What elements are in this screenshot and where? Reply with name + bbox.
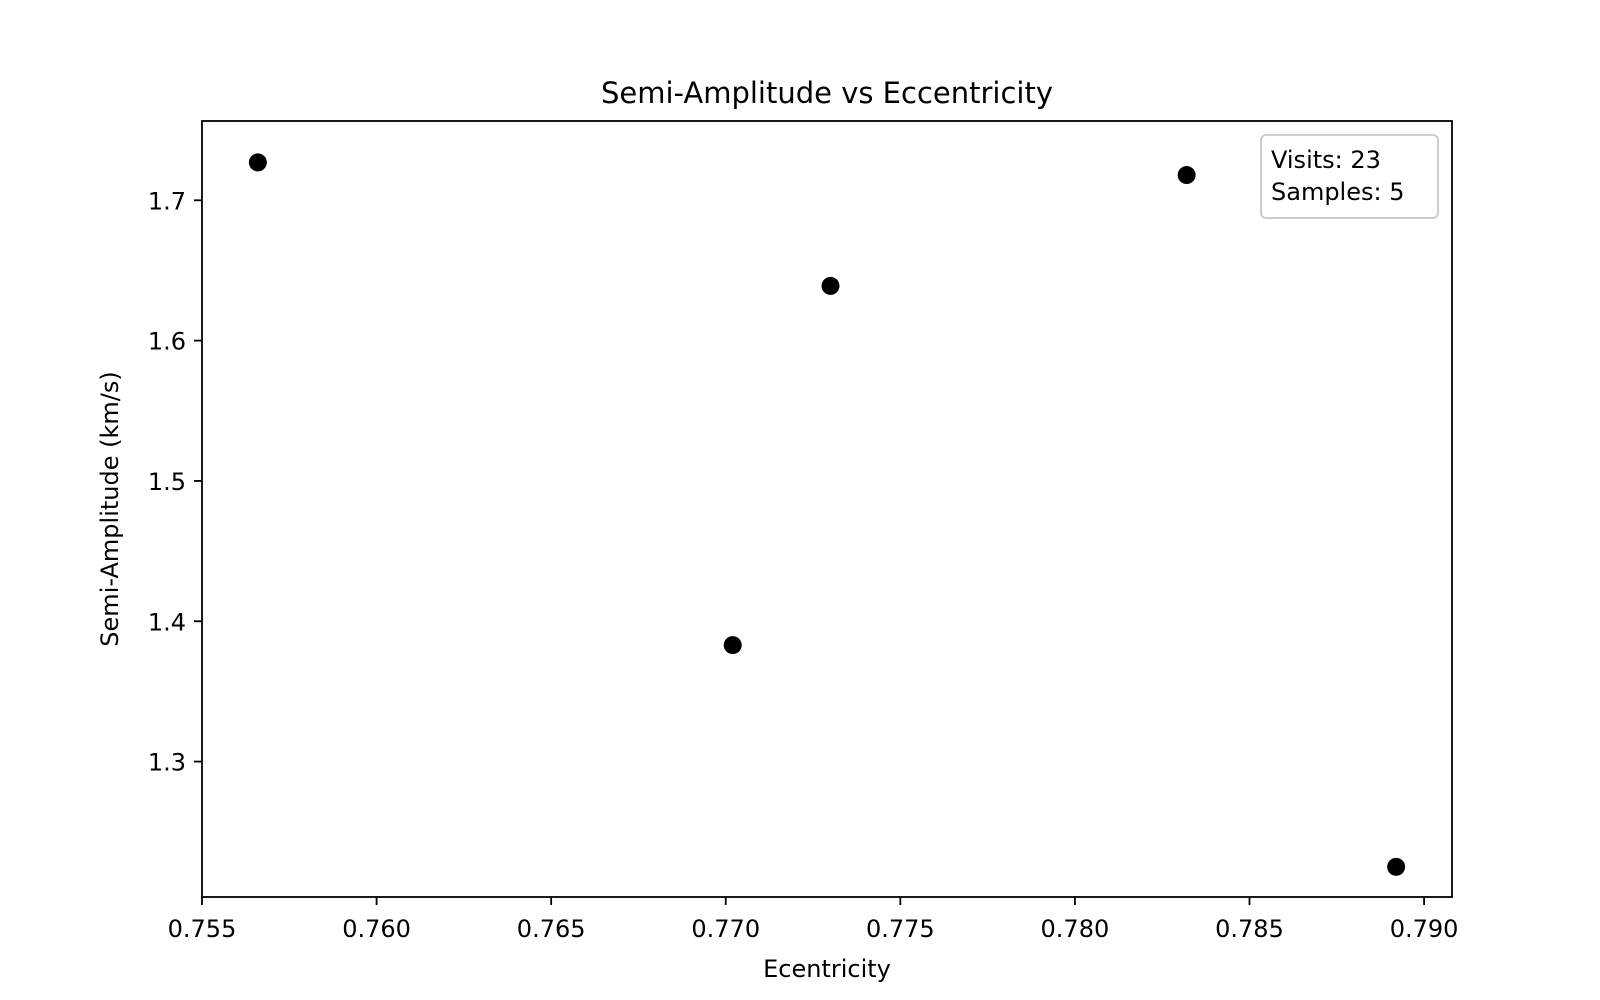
- data-point-1: [249, 153, 267, 171]
- data-point-5: [1387, 858, 1405, 876]
- data-points: [249, 153, 1405, 875]
- y-tick-label: 1.4: [148, 608, 186, 636]
- y-axis-ticks: 1.3 1.4 1.5 1.6 1.7: [148, 187, 202, 776]
- x-tick-label: 0.780: [1041, 915, 1110, 943]
- y-tick-label: 1.7: [148, 187, 186, 215]
- y-axis-label: Semi-Amplitude (km/s): [96, 371, 124, 646]
- x-axis-label: Ecentricity: [763, 955, 891, 983]
- x-tick-label: 0.760: [342, 915, 411, 943]
- y-tick-label: 1.3: [148, 749, 186, 777]
- annotation-visits: Visits: 23: [1271, 146, 1381, 174]
- x-tick-label: 0.785: [1215, 915, 1284, 943]
- x-tick-label: 0.775: [866, 915, 935, 943]
- data-point-4: [1178, 166, 1196, 184]
- chart-title: Semi-Amplitude vs Eccentricity: [601, 76, 1053, 110]
- y-tick-label: 1.5: [148, 468, 186, 496]
- x-tick-label: 0.770: [691, 915, 760, 943]
- x-tick-label: 0.765: [517, 915, 586, 943]
- x-tick-label: 0.755: [168, 915, 237, 943]
- data-point-3: [821, 277, 839, 295]
- annotation-samples: Samples: 5: [1271, 178, 1404, 206]
- x-tick-label: 0.790: [1390, 915, 1459, 943]
- x-axis-ticks: 0.755 0.760 0.765 0.770 0.775 0.780 0.785 0.790: [168, 897, 1459, 943]
- plot-frame: [202, 121, 1452, 897]
- annotation-box: Visits: 23 Samples: 5: [1261, 135, 1438, 218]
- data-point-2: [724, 636, 742, 654]
- y-tick-label: 1.6: [148, 328, 186, 356]
